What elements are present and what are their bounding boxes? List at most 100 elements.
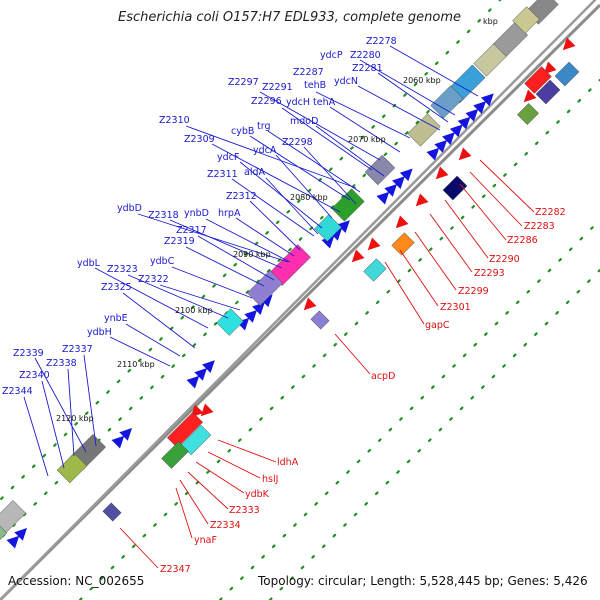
reverse-leader-8 bbox=[334, 333, 371, 375]
forward-gene-block-14 bbox=[0, 525, 8, 541]
reverse-leader-7 bbox=[384, 261, 425, 325]
reverse-leader-13 bbox=[179, 479, 209, 525]
reverse-gene-arrow-7 bbox=[367, 237, 381, 251]
forward-leader-10 bbox=[267, 130, 361, 193]
forward-leader-33 bbox=[83, 354, 97, 447]
accession-text: Accession: NC_002655 bbox=[8, 574, 144, 588]
gene-label-Z2322: Z2322 bbox=[138, 274, 169, 285]
forward-leader-9 bbox=[185, 125, 357, 189]
reverse-gene-arrow-4 bbox=[435, 166, 449, 180]
forward-gene-arrow-11 bbox=[399, 168, 413, 182]
reverse-gene-block-11 bbox=[102, 502, 122, 522]
forward-leader-13 bbox=[211, 143, 341, 213]
gene-label-Z2297: Z2297 bbox=[228, 77, 259, 88]
forward-gene-block-9 bbox=[246, 269, 284, 307]
gene-label-Z2280: Z2280 bbox=[350, 50, 381, 61]
gene-label-ydbC: ydbC bbox=[150, 256, 175, 267]
forward-leader-5 bbox=[329, 106, 401, 153]
forward-gene-arrow-20 bbox=[194, 367, 208, 381]
reverse-strand-features bbox=[102, 37, 580, 522]
forward-gene-arrow-5 bbox=[465, 108, 479, 122]
guide-dots-4 bbox=[268, 268, 600, 600]
reverse-gene-block-6 bbox=[363, 258, 387, 282]
reverse-leader-12 bbox=[187, 471, 229, 510]
forward-leader-26 bbox=[94, 267, 209, 329]
guide-dots-3 bbox=[218, 218, 600, 600]
gene-label-trg: trg bbox=[257, 121, 271, 132]
gene-label-Z2317: Z2317 bbox=[176, 225, 207, 236]
forward-leader-34 bbox=[67, 368, 75, 457]
gene-label-Z2281: Z2281 bbox=[352, 63, 383, 74]
forward-gene-block-3 bbox=[430, 85, 464, 119]
forward-gene-arrow-25 bbox=[14, 527, 28, 541]
forward-leader-21 bbox=[205, 218, 291, 263]
forward-gene-arrow-22 bbox=[111, 435, 125, 449]
reverse-leader-15 bbox=[119, 527, 159, 569]
forward-leader-29 bbox=[122, 292, 196, 349]
gene-label-Z2278: Z2278 bbox=[366, 36, 397, 47]
reverse-gene-block-4 bbox=[442, 175, 468, 201]
forward-leader-4 bbox=[315, 91, 411, 139]
gene-label-Z2287: Z2287 bbox=[293, 67, 324, 78]
gene-label-Z2286: Z2286 bbox=[507, 235, 538, 246]
gene-label-ydbD: ydbD bbox=[117, 203, 142, 214]
reverse-gene-arrow-3 bbox=[458, 147, 472, 161]
forward-gene-arrow-10 bbox=[392, 176, 405, 189]
forward-gene-arrow-4 bbox=[457, 116, 471, 130]
gene-label-Z2339: Z2339 bbox=[13, 348, 44, 359]
forward-leader-24 bbox=[185, 246, 265, 287]
gene-label-ynbE: ynbE bbox=[104, 313, 128, 324]
forward-leader-36 bbox=[23, 396, 49, 477]
reverse-leader-2 bbox=[459, 183, 507, 241]
forward-gene-arrow-8 bbox=[376, 191, 390, 205]
gene-label-Z2291: Z2291 bbox=[262, 82, 293, 93]
forward-gene-block-5 bbox=[364, 154, 396, 186]
forward-gene-arrow-1 bbox=[434, 139, 448, 153]
gene-label-cybB: cybB bbox=[231, 126, 254, 137]
reverse-gene-arrow-1 bbox=[543, 61, 557, 75]
forward-leader-12 bbox=[303, 146, 357, 205]
forward-leader-16 bbox=[231, 178, 315, 237]
gene-label-Z2282: Z2282 bbox=[535, 207, 566, 218]
gene-label-ydbL: ydbL bbox=[77, 258, 101, 269]
reverse-gene-arrow-10 bbox=[200, 403, 214, 417]
forward-leader-8 bbox=[315, 125, 385, 177]
reverse-leader-3 bbox=[444, 199, 489, 259]
forward-gene-arrow-6 bbox=[473, 101, 486, 114]
title-kbp-fragment: kbp bbox=[483, 17, 498, 26]
reverse-gene-block-3 bbox=[517, 103, 539, 125]
gene-label-Z2334: Z2334 bbox=[210, 520, 241, 531]
gene-label-Z2312: Z2312 bbox=[226, 191, 257, 202]
reverse-leader-5 bbox=[414, 231, 457, 291]
gene-label-Z2337: Z2337 bbox=[62, 344, 93, 355]
reverse-leader-11 bbox=[195, 461, 245, 494]
reverse-leader-14 bbox=[175, 487, 193, 539]
gene-label-Z2325: Z2325 bbox=[101, 282, 132, 293]
forward-leader-7 bbox=[281, 107, 373, 171]
reverse-leader-4 bbox=[429, 213, 473, 273]
reverse-gene-block-1 bbox=[535, 79, 561, 105]
forward-gene-block-12 bbox=[56, 452, 88, 484]
gene-label-Z2323: Z2323 bbox=[107, 264, 138, 275]
forward-gene-arrow-16 bbox=[244, 309, 258, 323]
gene-label-Z2283: Z2283 bbox=[524, 221, 555, 232]
forward-leader-0 bbox=[389, 45, 479, 97]
gene-label-Z2333: Z2333 bbox=[229, 505, 260, 516]
gene-label-tehB: tehB bbox=[304, 80, 326, 91]
reverse-gene-block-2 bbox=[554, 61, 580, 87]
reverse-leader-9 bbox=[217, 439, 277, 463]
gene-label-Z2319: Z2319 bbox=[164, 236, 195, 247]
reverse-gene-arrow-9 bbox=[303, 297, 317, 311]
reverse-gene-block-10 bbox=[161, 441, 189, 469]
forward-leader-1 bbox=[359, 59, 456, 116]
forward-gene-block-4 bbox=[407, 113, 441, 147]
forward-gene-arrow-2 bbox=[442, 132, 455, 145]
gene-label-ydcN: ydcN bbox=[334, 76, 358, 87]
reverse-leader-1 bbox=[469, 171, 523, 227]
gene-label-ynbD: ynbD bbox=[184, 208, 209, 219]
forward-leader-6 bbox=[259, 91, 381, 161]
gene-label-ydcA: ydcA bbox=[253, 145, 277, 156]
gene-label-Z2344: Z2344 bbox=[2, 386, 33, 397]
